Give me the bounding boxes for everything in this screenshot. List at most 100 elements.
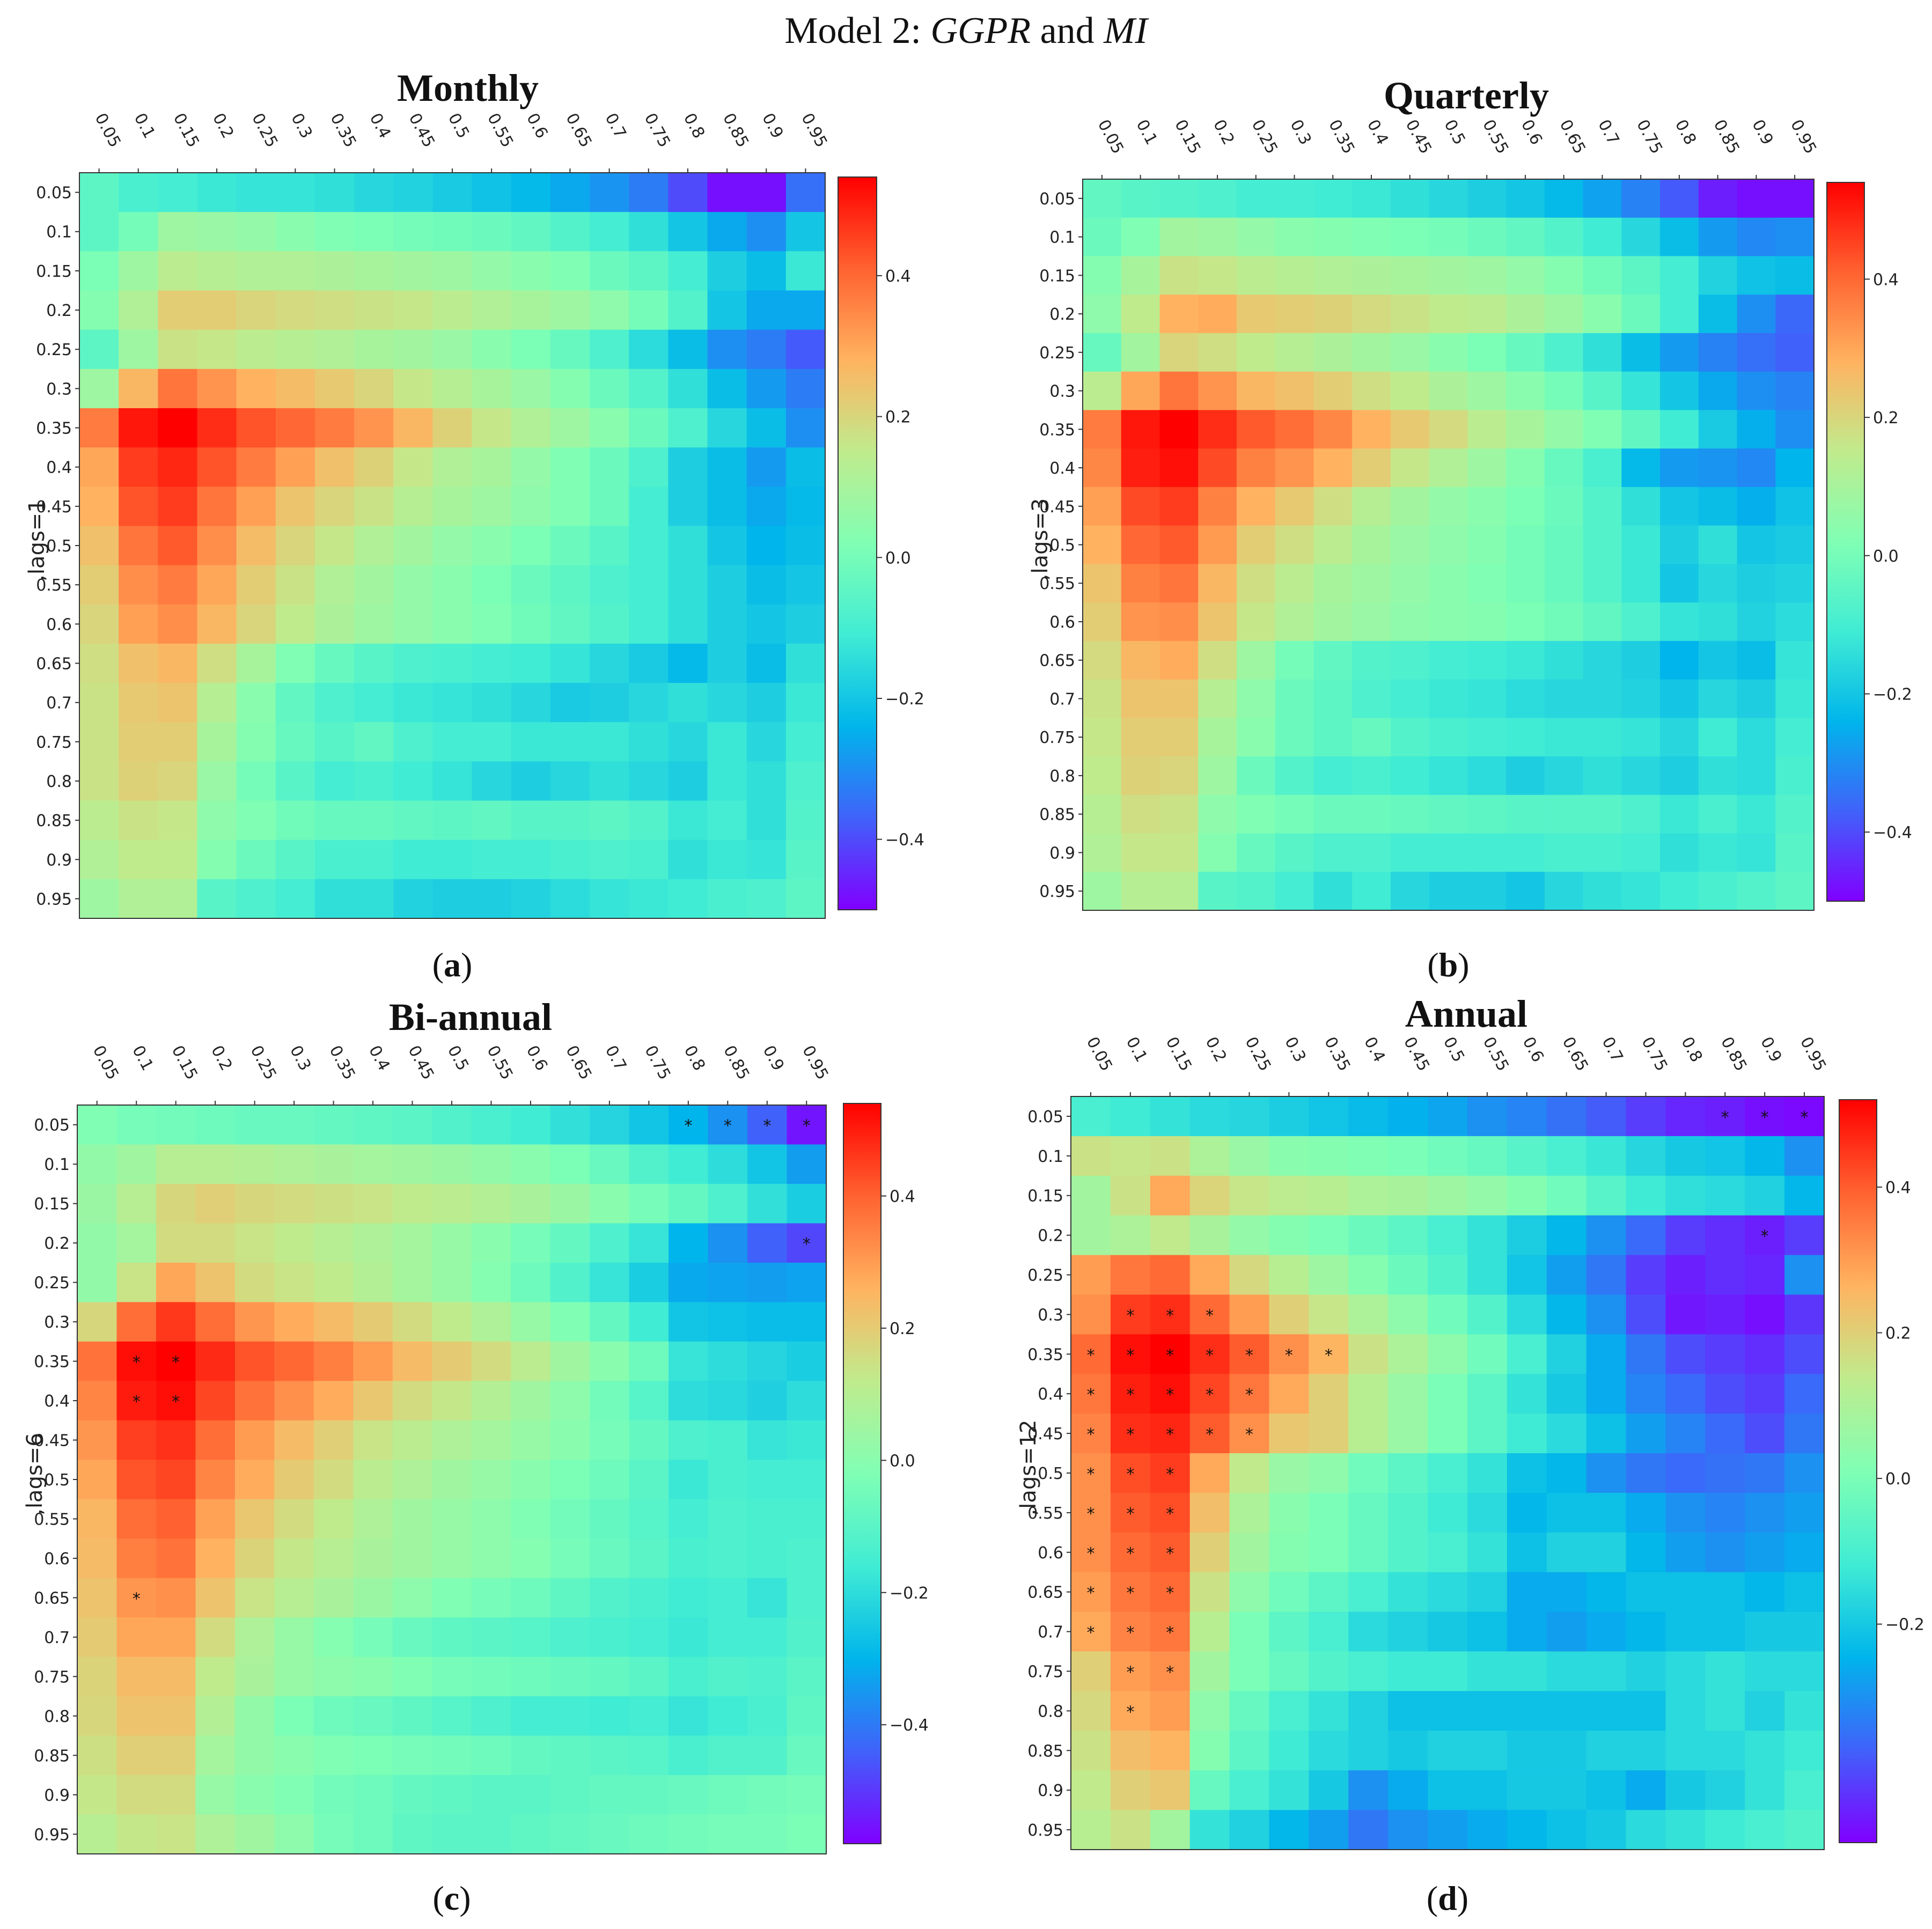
heatmap-cell [511, 1656, 551, 1697]
heatmap-cell [197, 290, 237, 330]
heatmap-cell [785, 722, 826, 762]
heatmap-cell [195, 1302, 236, 1342]
heatmap-cell [708, 1814, 748, 1854]
heatmap-cell [392, 1144, 432, 1184]
heatmap-cell [1309, 1215, 1349, 1256]
heatmap-cell [1467, 1611, 1508, 1652]
heatmap-cell [1705, 1453, 1745, 1493]
significance-marker: * [1086, 1386, 1094, 1404]
heatmap-cell [590, 604, 629, 644]
heatmap-cell [669, 1538, 709, 1579]
heatmap-cell [354, 722, 394, 762]
heatmap-cell [590, 369, 629, 409]
heatmap-cell [156, 1262, 196, 1302]
heatmap-cell [156, 1656, 196, 1697]
significance-marker: * [1166, 1544, 1174, 1563]
heatmap-cell [747, 1814, 788, 1854]
significance-marker: * [133, 1393, 141, 1411]
x-tick-label: 0.35 [1325, 116, 1358, 157]
heatmap-cell [1390, 371, 1430, 411]
heatmap-cell [236, 290, 276, 330]
x-tick-label: 0.55 [483, 110, 517, 150]
heatmap-cell [1467, 1334, 1508, 1374]
heatmap-cell [1110, 1453, 1151, 1493]
heatmap-cell [354, 643, 394, 683]
heatmap-cell [1388, 1532, 1428, 1573]
heatmap-cell [158, 761, 198, 801]
heatmap-cell [1352, 410, 1391, 449]
heatmap-cell [197, 408, 237, 448]
colorbar-tick-label: −0.2 [890, 1584, 929, 1603]
heatmap-cell [1352, 756, 1391, 796]
heatmap-cell [471, 1814, 511, 1854]
heatmap-cell [1236, 256, 1276, 295]
y-tick-label: 0.45 [34, 1432, 70, 1451]
heatmap-cell [116, 1341, 157, 1381]
heatmap-cell [116, 1302, 157, 1342]
heatmap-cell [432, 526, 473, 566]
y-tick-label: 0.75 [1039, 728, 1075, 747]
heatmap-cell [472, 212, 512, 252]
heatmap-cell [1348, 1136, 1389, 1176]
heatmap-cell [1083, 564, 1122, 603]
heatmap-cell [1506, 833, 1545, 872]
heatmap-cell [236, 800, 276, 841]
heatmap-cell [274, 1105, 314, 1145]
heatmap-cell [471, 1341, 511, 1381]
heatmap-cell [1083, 602, 1122, 642]
heatmap-cell [314, 251, 355, 291]
heatmap-cell [1198, 256, 1237, 295]
heatmap-cell [393, 643, 434, 683]
heatmap-cell [1467, 756, 1507, 796]
heatmap-cell [1269, 1413, 1309, 1454]
heatmap-cell [275, 683, 315, 723]
heatmap-cell [116, 1696, 157, 1736]
y-tick-label: 0.95 [1027, 1821, 1063, 1840]
heatmap-cell [787, 1223, 827, 1263]
heatmap-cell [1737, 179, 1776, 218]
heatmap-cell [1110, 1294, 1151, 1335]
heatmap-cell [1586, 1294, 1627, 1335]
heatmap-cell [313, 1814, 354, 1854]
heatmap-cell [1348, 1453, 1389, 1493]
heatmap-cell [119, 251, 158, 291]
heatmap-cell [1229, 1731, 1270, 1771]
heatmap-cell [787, 1262, 827, 1302]
heatmap-cell [1737, 640, 1776, 680]
y-tick-label: 0.6 [1038, 1544, 1063, 1563]
y-tick-label: 0.05 [1039, 190, 1075, 209]
heatmap-cell [1665, 1215, 1706, 1256]
heatmap-cell [590, 1105, 630, 1145]
heatmap-cell [785, 840, 826, 880]
heatmap-cell [1309, 1334, 1349, 1374]
heatmap-cell [1269, 1770, 1309, 1810]
heatmap-cell [668, 487, 708, 527]
heatmap-cell [708, 1341, 748, 1381]
heatmap-cell [1660, 448, 1699, 488]
heatmap-cell [550, 683, 590, 723]
heatmap-cell [353, 1775, 393, 1815]
heatmap-cell [1269, 1691, 1309, 1731]
heatmap-cell [119, 643, 158, 683]
heatmap-cell [1775, 371, 1815, 411]
colorbar-tick-label: 0.0 [1885, 1470, 1911, 1489]
heatmap-cell [1665, 1532, 1706, 1573]
heatmap-cell [471, 1499, 511, 1539]
heatmap-cell [1309, 1731, 1349, 1771]
heatmap-cell [590, 1578, 630, 1618]
heatmap-cell [590, 329, 629, 370]
heatmap-cell [590, 212, 629, 252]
significance-marker: * [1126, 1346, 1134, 1365]
heatmap-cell [1159, 602, 1199, 642]
heatmap-cell [1698, 640, 1738, 680]
y-tick-label: 0.85 [34, 1747, 70, 1765]
heatmap-cell [1586, 1413, 1627, 1454]
heatmap-cell [119, 487, 158, 527]
heatmap-cell [1121, 179, 1160, 218]
heatmap-cell [1390, 640, 1430, 680]
heatmap-cell [1428, 1453, 1468, 1493]
heatmap-cell [1275, 640, 1314, 680]
heatmap-cell [1698, 256, 1738, 295]
heatmap-cell [1660, 756, 1699, 796]
